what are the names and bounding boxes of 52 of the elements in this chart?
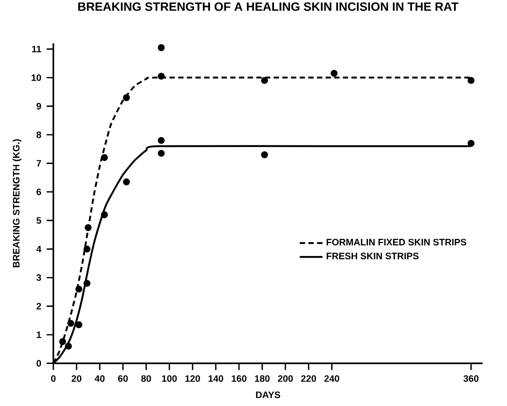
y-tick-label: 3 — [36, 274, 42, 281]
point — [158, 72, 165, 80]
x-tick-label: 220 — [301, 375, 316, 382]
point — [468, 77, 475, 84]
y-tick-label: 9 — [36, 102, 42, 110]
x-tick-label: 80 — [141, 375, 151, 382]
point — [122, 94, 130, 102]
x-axis-title: DAYS — [256, 392, 280, 398]
y-tick-label: 1 — [36, 332, 42, 338]
point — [468, 140, 475, 147]
point — [75, 321, 82, 328]
y-tick-label: 2 — [36, 302, 42, 310]
point — [330, 70, 338, 77]
x-tick-label: 100 — [162, 375, 177, 382]
x-tick-label: 40 — [94, 375, 105, 382]
x-tick-label: 160 — [232, 375, 246, 382]
y-axis-title: BREAKING STRENGTH (KG.) — [12, 139, 22, 268]
legend-label: FORMALIN FIXED SKIN STRIPS — [326, 238, 466, 246]
point — [100, 154, 108, 162]
y-tick-label: 4 — [36, 246, 42, 252]
point — [59, 338, 66, 346]
point — [158, 150, 165, 157]
y-tick-label: 6 — [36, 188, 42, 196]
point — [100, 211, 108, 218]
x-tick-label: 20 — [72, 375, 82, 382]
chart-title: BREAKING STRENGTH OF A HEALING SKIN INCISION IN THE RAT — [78, 2, 458, 11]
point — [84, 246, 90, 253]
y-tick-label: 8 — [36, 131, 42, 138]
point — [261, 151, 268, 158]
point — [122, 178, 130, 186]
x-tick-label: 0 — [51, 375, 56, 382]
point — [64, 342, 72, 350]
point — [261, 77, 268, 84]
x-tick-label: 240 — [324, 375, 340, 382]
y-tick-label: 0 — [36, 360, 42, 367]
y-tick-label: 11 — [32, 46, 42, 52]
x-tick-label: 360 — [463, 375, 478, 382]
x-tick-label: 140 — [208, 375, 224, 382]
point — [75, 286, 82, 292]
point — [67, 320, 74, 327]
y-tick-label: 10 — [32, 74, 42, 81]
point — [158, 137, 165, 144]
y-tick-label: 7 — [36, 160, 42, 167]
x-tick-label: 120 — [185, 375, 200, 382]
point — [84, 224, 92, 232]
point — [158, 44, 165, 52]
point — [84, 280, 90, 287]
x-tick-label: 200 — [278, 375, 293, 382]
x-tick-label: 60 — [118, 375, 128, 382]
x-tick-label: 180 — [255, 375, 270, 382]
y-tick-label: 5 — [36, 217, 42, 224]
legend-label: FRESH SKIN STRIPS — [326, 252, 419, 260]
